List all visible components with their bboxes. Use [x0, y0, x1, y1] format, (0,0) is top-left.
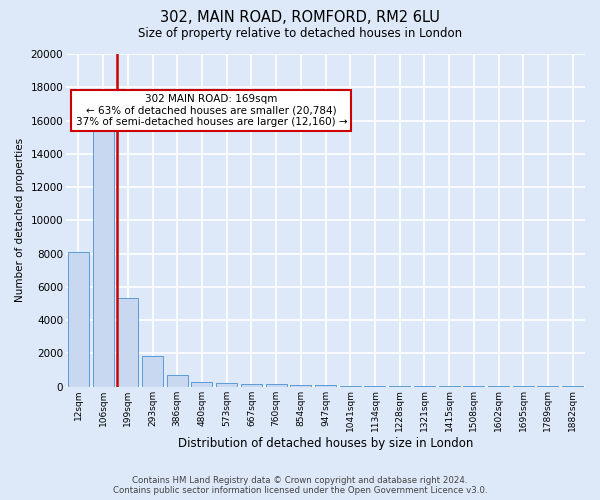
Bar	[191, 382, 212, 386]
Bar	[167, 375, 188, 386]
Bar	[216, 383, 237, 386]
Bar	[266, 384, 287, 386]
Y-axis label: Number of detached properties: Number of detached properties	[15, 138, 25, 302]
Bar	[118, 298, 139, 386]
Bar	[68, 252, 89, 386]
Bar	[290, 385, 311, 386]
Text: Contains HM Land Registry data © Crown copyright and database right 2024.
Contai: Contains HM Land Registry data © Crown c…	[113, 476, 487, 495]
Text: 302 MAIN ROAD: 169sqm
← 63% of detached houses are smaller (20,784)
37% of semi-: 302 MAIN ROAD: 169sqm ← 63% of detached …	[76, 94, 347, 127]
Bar	[92, 112, 113, 386]
Bar	[142, 356, 163, 386]
Text: 302, MAIN ROAD, ROMFORD, RM2 6LU: 302, MAIN ROAD, ROMFORD, RM2 6LU	[160, 10, 440, 25]
Text: Size of property relative to detached houses in London: Size of property relative to detached ho…	[138, 28, 462, 40]
Bar	[315, 385, 336, 386]
Bar	[241, 384, 262, 386]
X-axis label: Distribution of detached houses by size in London: Distribution of detached houses by size …	[178, 437, 473, 450]
